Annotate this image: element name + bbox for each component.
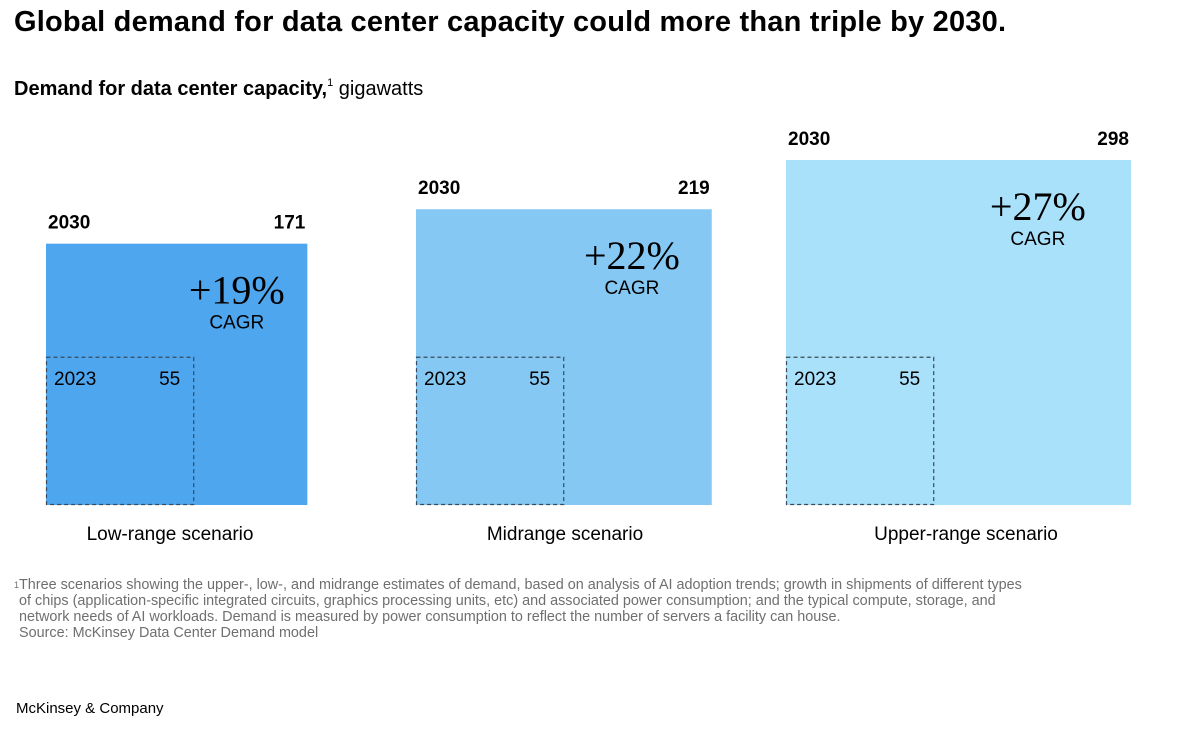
footnote-marker: 1 xyxy=(14,580,20,590)
scenario-label-upperrange: Upper-range scenario xyxy=(874,524,1058,545)
end-year-label-upperrange: 2030 xyxy=(788,129,830,150)
cagr-value-upperrange: +27% xyxy=(990,184,1086,229)
cagr-label-lowrange: CAGR xyxy=(209,313,264,334)
subtitle-unit: gigawatts xyxy=(338,78,424,100)
chart-subtitle: Demand for data center capacity,1 gigawa… xyxy=(14,77,424,101)
baseline-value-label-lowrange: 55 xyxy=(159,369,180,390)
end-value-label-lowrange: 171 xyxy=(274,213,306,234)
baseline-year-label-upperrange: 2023 xyxy=(794,369,836,390)
chart-title: Global demand for data center capacity c… xyxy=(14,6,1007,38)
end-value-label-upperrange: 298 xyxy=(1097,129,1129,150)
baseline-year-label-midrange: 2023 xyxy=(424,369,466,390)
footnote-line-1: 1Three scenarios showing the upper-, low… xyxy=(14,577,1022,593)
baseline-square-midrange xyxy=(415,356,565,506)
brand-logo-text: McKinsey & Company xyxy=(16,700,164,717)
subtitle-footnote-marker: 1 xyxy=(327,77,334,89)
subtitle-bold: Demand for data center capacity, xyxy=(14,78,328,100)
footnote: 1Three scenarios showing the upper-, low… xyxy=(14,577,1184,641)
footnote-source: Source: McKinsey Data Center Demand mode… xyxy=(19,625,319,641)
footnote-line-2: of chips (application-specific integrate… xyxy=(19,593,996,609)
baseline-value-label-upperrange: 55 xyxy=(899,369,920,390)
footnote-line-3: network needs of AI workloads. Demand is… xyxy=(19,609,841,625)
baseline-value-label-midrange: 55 xyxy=(529,369,550,390)
cagr-value-lowrange: +19% xyxy=(189,268,285,313)
scenario-label-midrange: Midrange scenario xyxy=(487,524,643,545)
baseline-year-label-lowrange: 2023 xyxy=(54,369,96,390)
baseline-square-upperrange xyxy=(785,356,935,506)
cagr-label-midrange: CAGR xyxy=(604,278,659,299)
scenario-square-lowrange xyxy=(46,243,308,505)
baseline-square-lowrange xyxy=(45,356,195,506)
scenario-square-upperrange xyxy=(786,160,1131,505)
end-value-label-midrange: 219 xyxy=(678,178,710,199)
end-year-label-midrange: 2030 xyxy=(418,178,460,199)
end-year-label-lowrange: 2030 xyxy=(48,213,90,234)
cagr-label-upperrange: CAGR xyxy=(1010,229,1065,250)
scenario-label-lowrange: Low-range scenario xyxy=(87,524,254,545)
cagr-value-midrange: +22% xyxy=(584,233,680,278)
